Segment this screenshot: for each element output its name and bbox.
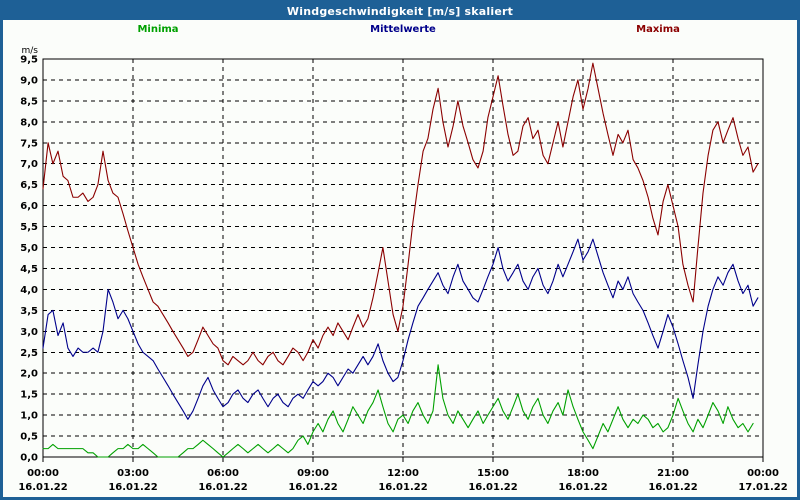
plot-area: 0,0 0,5 1,0 1,5 2,0 2,5 3,0 3,5 4,0 4,5 5,0 5,5 6,0 6…: [3, 39, 797, 497]
x-tick-time-label: 00:00: [747, 468, 779, 479]
y-tick-label: 5,0: [20, 243, 38, 254]
legend-item-maxima: Maxima: [636, 24, 680, 35]
x-tick-date-label: 16.01.22: [378, 482, 427, 493]
x-axis-labels: 00:00 16.01.22 03:00 16.01.22 06:00 16.01.22 0…: [18, 468, 787, 493]
x-tick-date-label: 16.01.22: [648, 482, 697, 493]
y-tick-label: 5,5: [20, 222, 38, 233]
x-tick-date-label: 16.01.22: [468, 482, 517, 493]
legend-item-minima: Minima: [137, 24, 179, 35]
window-title: Windgeschwindigkeit [m/s] skaliert: [3, 3, 797, 20]
x-tick-time-label: 15:00: [477, 468, 509, 479]
vertical-gridlines: [132, 59, 674, 457]
y-tick-label: 1,0: [20, 411, 38, 422]
y-tick-label: 8,0: [20, 117, 38, 128]
x-tick-date-label: 16.01.22: [108, 482, 157, 493]
x-tick-time-label: 03:00: [117, 468, 149, 479]
y-tick-label: 6,0: [20, 201, 38, 212]
y-tick-label: 4,5: [20, 264, 38, 275]
y-tick-label: 2,5: [20, 348, 38, 359]
legend-item-mittelwerte: Mittelwerte: [370, 24, 436, 35]
y-tick-label: 3,0: [20, 327, 38, 338]
y-tick-label: 3,5: [20, 306, 38, 317]
y-tick-label: 7,0: [20, 159, 38, 170]
y-tick-label: 1,5: [20, 390, 38, 401]
y-tick-label: 8,5: [20, 96, 38, 107]
series-line-maxima: [42, 62, 759, 366]
x-tick-date-label: 17.01.22: [738, 482, 787, 493]
y-tick-label: 7,5: [20, 138, 38, 149]
wind-speed-line-chart: 0,0 0,5 1,0 1,5 2,0 2,5 3,0 3,5 4,0 4,5 5,0 5,5 6,0 6…: [18, 46, 787, 493]
y-tick-label: 2,0: [20, 369, 38, 380]
x-tick-time-label: 18:00: [567, 468, 599, 479]
x-tick-date-label: 16.01.22: [558, 482, 607, 493]
y-tick-label: 0,5: [20, 432, 38, 443]
x-tick-time-label: 00:00: [27, 468, 59, 479]
y-tick-label: 6,5: [20, 180, 38, 191]
y-tick-label: 9,0: [20, 75, 38, 86]
chart-legend: Minima Mittelwerte Maxima: [3, 21, 797, 39]
y-axis-unit-label: m/s: [22, 46, 39, 56]
y-axis-labels: 0,0 0,5 1,0 1,5 2,0 2,5 3,0 3,5 4,0 4,5 5,0 5,5 6,0 6…: [20, 46, 38, 464]
y-tick-label: 0,0: [20, 453, 38, 464]
x-tick-date-label: 16.01.22: [288, 482, 337, 493]
x-tick-time-label: 06:00: [207, 468, 239, 479]
x-tick-date-label: 16.01.22: [18, 482, 67, 493]
data-series-group: [42, 62, 759, 458]
x-tick-time-label: 09:00: [297, 468, 329, 479]
series-line-mittelwerte: [42, 238, 759, 420]
series-line-minima: [42, 364, 754, 458]
y-tick-label: 9,5: [20, 55, 38, 66]
x-tick-time-label: 21:00: [657, 468, 689, 479]
x-tick-time-label: 12:00: [387, 468, 419, 479]
axis-tickmarks: [42, 457, 764, 462]
x-tick-date-label: 16.01.22: [198, 482, 247, 493]
y-tick-label: 4,0: [20, 285, 38, 296]
